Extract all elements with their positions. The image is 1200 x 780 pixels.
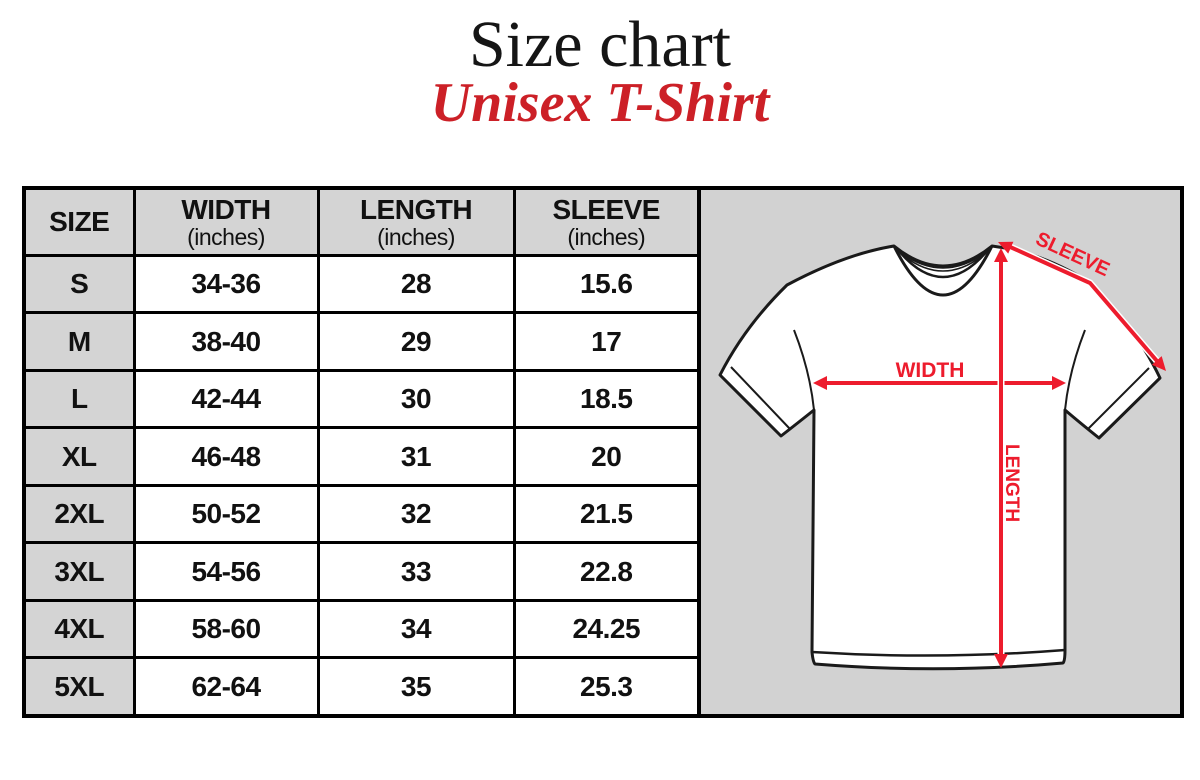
width-arrow: WIDTH — [813, 359, 1066, 390]
diagram-panel: WIDTH LENGTH SLEEVE — [701, 186, 1184, 718]
width-cell: 62-64 — [132, 656, 320, 718]
table-row: M 38-40 29 17 — [22, 311, 701, 372]
size-chart-table: SIZE WIDTH (inches) LENGTH (inches) SLEE… — [22, 186, 701, 718]
width-cell: 50-52 — [132, 483, 320, 545]
right-fold-line — [1064, 329, 1086, 411]
table-row: L 42-44 30 18.5 — [22, 368, 701, 430]
width-cell: 46-48 — [132, 426, 320, 487]
left-fold-line — [793, 329, 815, 411]
collar — [892, 245, 994, 297]
width-cell: 42-44 — [132, 368, 320, 430]
arrowhead-right — [1052, 376, 1066, 390]
width-cell: 58-60 — [132, 598, 320, 660]
column-label: LENGTH — [359, 193, 473, 225]
column-sublabel: (inches) — [377, 223, 455, 250]
sleeve-cell: 20 — [512, 426, 701, 487]
hem-seam — [811, 648, 1066, 657]
sleeve-cell: 17 — [512, 311, 701, 372]
sleeve-cell: 15.6 — [512, 253, 701, 315]
length-cell: 28 — [316, 253, 516, 315]
arrowhead-left — [813, 376, 827, 390]
header-cell-length: LENGTH (inches) — [316, 186, 516, 257]
sleeve-cell: 25.3 — [512, 656, 701, 718]
size-cell: M — [22, 311, 136, 372]
length-cell: 32 — [316, 483, 516, 545]
tshirt-illustration: WIDTH LENGTH SLEEVE — [718, 228, 1166, 671]
header-cell-size: SIZE — [22, 186, 136, 257]
width-cell: 34-36 — [132, 253, 320, 315]
table-row: XL 46-48 31 20 — [22, 426, 701, 487]
column-sublabel: (inches) — [187, 223, 265, 250]
arrowhead-neck — [998, 241, 1014, 254]
column-label: SIZE — [49, 206, 110, 237]
arrowhead-sleeve-end — [1151, 356, 1166, 371]
size-cell: L — [22, 368, 136, 430]
length-label: LENGTH — [1001, 444, 1022, 522]
size-cell: 3XL — [22, 541, 136, 602]
column-label: WIDTH — [181, 193, 271, 225]
table-row: 3XL 54-56 33 22.8 — [22, 541, 701, 602]
title-block: Size chart Unisex T-Shirt — [0, 0, 1200, 135]
size-cell: S — [22, 253, 136, 315]
table-row: 4XL 58-60 34 24.25 — [22, 598, 701, 660]
length-cell: 30 — [316, 368, 516, 430]
table-row: 2XL 50-52 32 21.5 — [22, 483, 701, 545]
left-cuff-seam — [730, 366, 791, 430]
table-row: S 34-36 28 15.6 — [22, 253, 701, 315]
arrowhead-down — [994, 654, 1008, 668]
length-cell: 33 — [316, 541, 516, 602]
length-cell: 31 — [316, 426, 516, 487]
tshirt-outline — [718, 244, 1162, 671]
width-cell: 54-56 — [132, 541, 320, 602]
size-cell: XL — [22, 426, 136, 487]
header-cell-width: WIDTH (inches) — [132, 186, 320, 257]
page-subtitle: Unisex T-Shirt — [430, 72, 770, 135]
column-label: SLEEVE — [552, 193, 661, 225]
sleeve-cell: 21.5 — [512, 483, 701, 545]
length-cell: 34 — [316, 598, 516, 660]
arrowhead-up — [994, 248, 1008, 262]
sleeve-cell: 22.8 — [512, 541, 701, 602]
right-cuff-seam — [1087, 367, 1150, 430]
content-area: SIZE WIDTH (inches) LENGTH (inches) SLEE… — [22, 186, 1184, 718]
sleeve-cell: 24.25 — [512, 598, 701, 660]
table-header-row: SIZE WIDTH (inches) LENGTH (inches) SLEE… — [22, 186, 701, 257]
header-cell-sleeve: SLEEVE (inches) — [512, 186, 701, 257]
size-cell: 2XL — [22, 483, 136, 545]
length-cell: 35 — [316, 656, 516, 718]
page-title: Size chart — [468, 8, 732, 81]
column-sublabel: (inches) — [567, 223, 646, 250]
width-label: WIDTH — [896, 359, 965, 382]
table-row: 5XL 62-64 35 25.3 — [22, 656, 701, 718]
length-cell: 29 — [316, 311, 516, 372]
sleeve-cell: 18.5 — [512, 368, 701, 430]
size-cell: 5XL — [22, 656, 136, 718]
size-cell: 4XL — [22, 598, 136, 660]
width-cell: 38-40 — [132, 311, 320, 372]
length-arrow: LENGTH — [994, 248, 1022, 668]
